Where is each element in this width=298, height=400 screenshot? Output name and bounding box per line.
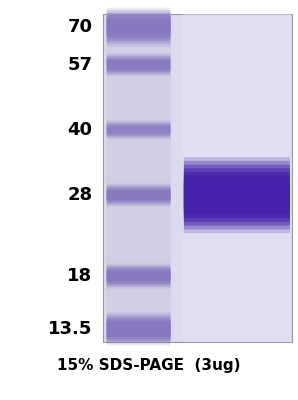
Bar [183,14,291,342]
FancyBboxPatch shape [107,125,170,135]
FancyBboxPatch shape [184,176,290,214]
Text: 13.5: 13.5 [48,320,92,338]
FancyBboxPatch shape [107,314,170,343]
FancyBboxPatch shape [107,53,170,76]
FancyBboxPatch shape [184,157,290,233]
Text: 70: 70 [67,18,92,36]
FancyBboxPatch shape [107,15,170,39]
FancyBboxPatch shape [184,172,290,218]
FancyBboxPatch shape [107,321,170,337]
Text: 15% SDS-PAGE  (3ug): 15% SDS-PAGE (3ug) [57,358,241,373]
FancyBboxPatch shape [107,18,170,37]
Text: 28: 28 [67,186,92,204]
Bar [106,14,171,342]
FancyBboxPatch shape [107,186,170,204]
FancyBboxPatch shape [107,60,170,69]
FancyBboxPatch shape [107,264,170,289]
FancyBboxPatch shape [184,183,290,207]
FancyBboxPatch shape [107,59,170,71]
FancyBboxPatch shape [107,267,170,286]
FancyBboxPatch shape [107,120,170,139]
FancyBboxPatch shape [107,191,170,200]
FancyBboxPatch shape [107,56,170,74]
FancyBboxPatch shape [107,13,170,42]
Bar [103,14,292,342]
FancyBboxPatch shape [184,180,290,211]
FancyBboxPatch shape [107,10,170,44]
Text: 18: 18 [67,267,92,285]
FancyBboxPatch shape [184,161,290,229]
FancyBboxPatch shape [107,319,170,339]
FancyBboxPatch shape [107,121,170,138]
FancyBboxPatch shape [107,126,170,134]
FancyBboxPatch shape [107,323,170,335]
FancyBboxPatch shape [107,20,170,34]
FancyBboxPatch shape [184,168,290,222]
FancyBboxPatch shape [107,271,170,281]
Text: 57: 57 [67,56,92,74]
FancyBboxPatch shape [107,8,170,47]
FancyBboxPatch shape [107,122,170,137]
FancyBboxPatch shape [107,268,170,284]
FancyBboxPatch shape [107,270,170,282]
FancyBboxPatch shape [107,124,170,136]
Text: 40: 40 [67,121,92,139]
FancyBboxPatch shape [107,58,170,72]
FancyBboxPatch shape [107,312,170,346]
FancyBboxPatch shape [107,55,170,75]
FancyBboxPatch shape [107,265,170,287]
FancyBboxPatch shape [107,185,170,205]
FancyBboxPatch shape [107,189,170,201]
FancyBboxPatch shape [107,188,170,202]
FancyBboxPatch shape [184,165,290,226]
FancyBboxPatch shape [107,316,170,341]
FancyBboxPatch shape [107,184,170,207]
